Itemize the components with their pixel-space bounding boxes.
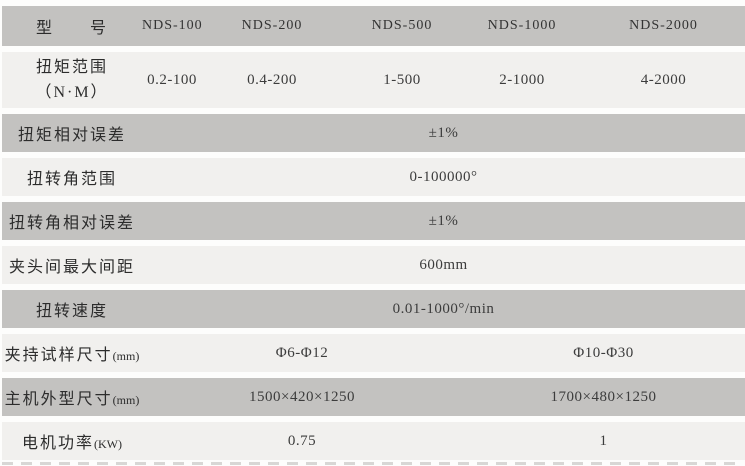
row-value-left: 1500×420×1250 <box>142 378 462 416</box>
table-row-motor-power: 电机功率(KW) 0.75 1 <box>2 422 745 460</box>
row-label-text: 电机功率 <box>22 435 95 452</box>
row-label: 扭矩相对误差 <box>2 114 142 152</box>
row-label-text: 夹持试样尺寸 <box>4 347 113 364</box>
header-model-nds-1000: NDS-1000 <box>462 6 582 46</box>
table-row-specimen-size: 夹持试样尺寸(mm) Φ6-Φ12 Φ10-Φ30 <box>2 334 745 372</box>
table-row-torque-error: 扭矩相对误差 ±1% <box>2 114 745 152</box>
row-value-right: Φ10-Φ30 <box>462 334 745 372</box>
header-model-nds-200: NDS-200 <box>202 6 342 46</box>
row-value: 0.01-1000°/min <box>142 290 745 328</box>
table-row-angle-error: 扭转角相对误差 ±1% <box>2 202 745 240</box>
row-value: 2-1000 <box>462 52 582 108</box>
row-value: 0-100000° <box>142 158 745 196</box>
row-value-right: 1700×480×1250 <box>462 378 745 416</box>
table-header-row: 型 号 NDS-100 NDS-200 NDS-500 NDS-1000 NDS… <box>2 6 745 46</box>
row-value: 0.2-100 <box>142 52 202 108</box>
table-row-torque-range: 扭矩范围 （N·M） 0.2-100 0.4-200 1-500 2-1000 … <box>2 52 745 108</box>
header-label-model: 型 号 <box>2 6 142 46</box>
row-label-text: 主机外型尺寸 <box>4 391 113 408</box>
row-value: ±1% <box>142 202 745 240</box>
row-value-right: 1 <box>462 422 745 460</box>
row-label: 夹持试样尺寸(mm) <box>2 334 142 372</box>
header-model-nds-100: NDS-100 <box>142 6 202 46</box>
header-model-nds-500: NDS-500 <box>342 6 462 46</box>
row-label: 主机外型尺寸(mm) <box>2 378 142 416</box>
row-label-unit: (mm) <box>112 349 140 363</box>
header-model-nds-2000: NDS-2000 <box>582 6 745 46</box>
row-label: 扭转速度 <box>2 290 142 328</box>
row-label: 夹头间最大间距 <box>2 246 142 284</box>
row-value: 4-2000 <box>582 52 745 108</box>
row-label-unit: (mm) <box>112 393 140 407</box>
table-row-chuck-distance: 夹头间最大间距 600mm <box>2 246 745 284</box>
row-value-left: 0.75 <box>142 422 462 460</box>
table-row-machine-dimensions: 主机外型尺寸(mm) 1500×420×1250 1700×480×1250 <box>2 378 745 416</box>
row-label: 电机功率(KW) <box>2 422 142 460</box>
row-label-line1: 扭矩范围 <box>35 59 108 76</box>
row-label: 扭矩范围 （N·M） <box>2 52 142 108</box>
table-row-angle-range: 扭转角范围 0-100000° <box>2 158 745 196</box>
row-label-line2: （N·M） <box>35 84 109 101</box>
table-row-torsion-speed: 扭转速度 0.01-1000°/min <box>2 290 745 328</box>
bottom-dashed-divider <box>2 462 743 465</box>
row-value-left: Φ6-Φ12 <box>142 334 462 372</box>
row-label-unit: (KW) <box>94 437 122 451</box>
row-value: 1-500 <box>342 52 462 108</box>
row-value: 600mm <box>142 246 745 284</box>
row-value: 0.4-200 <box>202 52 342 108</box>
row-label: 扭转角范围 <box>2 158 142 196</box>
row-value: ±1% <box>142 114 745 152</box>
row-label: 扭转角相对误差 <box>2 202 142 240</box>
